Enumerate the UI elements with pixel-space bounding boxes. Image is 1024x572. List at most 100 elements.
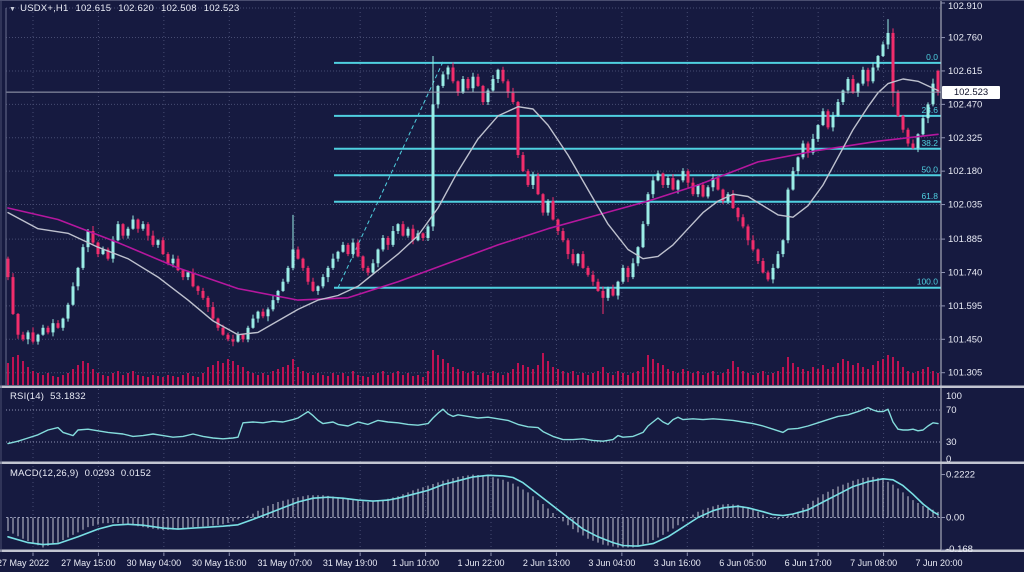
volume-bar <box>242 367 244 385</box>
candle-bull <box>271 300 275 310</box>
fib-level-label: 38.2 <box>921 138 938 148</box>
candle-bull <box>531 175 535 185</box>
panel-separator[interactable] <box>0 385 1024 389</box>
macd-axis-label: 0.00 <box>946 513 965 524</box>
candle-bear <box>731 194 735 209</box>
candle-bull <box>576 254 580 264</box>
volume-bar <box>387 375 389 385</box>
rsi-value: 53.1832 <box>50 391 86 402</box>
time-axis-label: 31 May 19:00 <box>323 558 378 568</box>
volume-bar <box>337 375 339 385</box>
fib-level-label: 61.8 <box>921 191 938 201</box>
volume-bar <box>562 371 564 385</box>
panel-separator[interactable] <box>0 549 1024 553</box>
candle-bull <box>486 90 490 103</box>
candle-bear <box>481 85 485 103</box>
rsi-axis-label: 30 <box>946 437 957 448</box>
volume-bar <box>782 367 784 385</box>
volume-bar <box>52 376 54 385</box>
volume-bar <box>302 371 304 385</box>
volume-bar <box>97 373 99 385</box>
candle-bear <box>16 313 20 335</box>
volume-bar <box>582 373 584 385</box>
time-axis-label: 30 May 04:00 <box>127 558 182 568</box>
candle-bear <box>866 69 870 82</box>
volume-bar <box>647 355 649 385</box>
candle-bear <box>11 277 15 314</box>
volume-bar <box>167 375 169 385</box>
candle-bear <box>161 240 165 255</box>
panel-separator[interactable] <box>0 461 1024 465</box>
candle-bull <box>621 267 625 282</box>
candle-bull <box>371 263 375 273</box>
volume-bar <box>742 371 744 385</box>
volume-bar <box>592 373 594 385</box>
candle-bull <box>441 74 445 86</box>
volume-bar <box>767 375 769 385</box>
volume-bar <box>637 371 639 385</box>
volume-bar <box>257 375 259 385</box>
volume-bar <box>407 373 409 385</box>
candle-bear <box>736 208 740 218</box>
candle-bull <box>916 134 920 149</box>
volume-bar <box>492 371 494 385</box>
candle-bear <box>166 254 170 264</box>
volume-bar <box>347 376 349 385</box>
candle-bull <box>61 318 65 328</box>
volume-bar <box>752 375 754 385</box>
volume-bar <box>457 369 459 385</box>
volume-bar <box>517 363 519 385</box>
candle-bull <box>316 286 320 291</box>
candle-bull <box>791 171 795 190</box>
time-axis-label: 31 May 07:00 <box>257 558 312 568</box>
candle-bear <box>661 173 665 185</box>
volume-bar <box>222 363 224 385</box>
candle-bear <box>196 286 200 291</box>
candle-bear <box>181 270 185 278</box>
candle-bull <box>816 125 820 139</box>
candle-bull <box>376 249 380 264</box>
volume-bar <box>902 367 904 385</box>
candle-bull <box>436 85 440 105</box>
volume-bar <box>182 375 184 385</box>
candle-bull <box>51 323 55 333</box>
candle-bull <box>646 194 650 225</box>
volume-bar <box>107 376 109 385</box>
volume-bar <box>772 373 774 385</box>
volume-bar <box>717 375 719 385</box>
volume-bar <box>802 369 804 385</box>
price-axis-label: 102.470 <box>948 99 982 110</box>
volume-bar <box>342 373 344 385</box>
volume-bar <box>817 369 819 385</box>
candle-bear <box>581 254 585 268</box>
volume-bar <box>157 376 159 385</box>
volume-bar <box>872 365 874 385</box>
rsi-indicator-label: RSI(14) 53.1832 <box>10 391 92 402</box>
candle-bull <box>631 263 635 278</box>
symbol-dropdown-icon[interactable]: ▼ <box>9 6 17 13</box>
volume-bar <box>677 373 679 385</box>
volume-bar <box>352 371 354 385</box>
volume-bar <box>262 373 264 385</box>
volume-bar <box>792 363 794 385</box>
volume-bar <box>907 371 909 385</box>
ohlc-high: 102.620 <box>118 3 154 14</box>
candle-bear <box>526 171 530 185</box>
candle-bull <box>846 79 850 91</box>
candle-bear <box>96 242 100 255</box>
time-axis-label: 6 Jun 05:00 <box>719 558 766 568</box>
volume-bar <box>892 357 894 385</box>
candle-bull <box>811 138 815 153</box>
candle-bear <box>366 267 370 273</box>
candle-bear <box>751 240 755 250</box>
candle-bear <box>901 115 905 130</box>
volume-bar <box>227 359 229 385</box>
volume-bar <box>357 375 359 385</box>
volume-bar <box>512 369 514 385</box>
volume-bar <box>332 373 334 385</box>
volume-bar <box>27 367 29 385</box>
volume-bar <box>747 373 749 385</box>
volume-bar <box>212 365 214 385</box>
candle-bull <box>471 76 475 89</box>
